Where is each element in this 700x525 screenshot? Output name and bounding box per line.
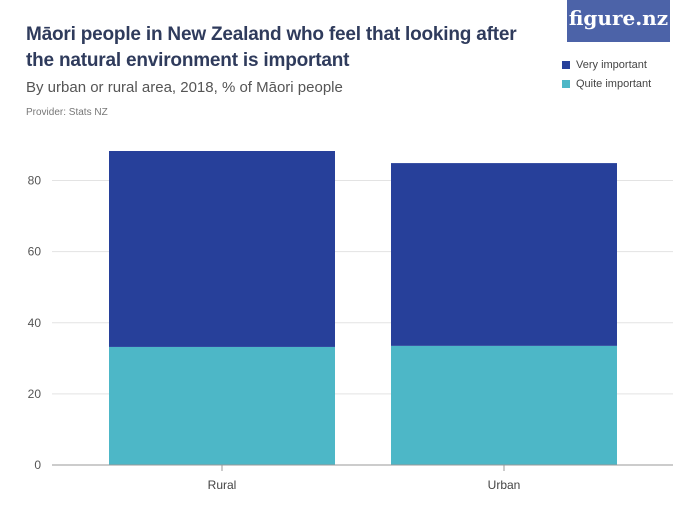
bar-urban-quite-important[interactable] — [391, 345, 617, 465]
figure-nz-logo[interactable]: figure.nz — [567, 0, 670, 42]
legend-swatch-very-important — [562, 60, 570, 69]
bar-urban-very-important[interactable] — [391, 163, 617, 346]
legend-swatch-quite-important — [562, 79, 570, 88]
legend-label-quite-important: Quite important — [576, 77, 652, 90]
chart-subtitle: By urban or rural area, 2018, % of Māori… — [26, 79, 343, 96]
y-tick-label-20: 20 — [28, 387, 42, 401]
data-provider: Provider: Stats NZ — [26, 107, 108, 118]
y-tick-label-40: 40 — [28, 316, 42, 330]
y-tick-label-60: 60 — [28, 245, 42, 259]
x-tick-label-urban: Urban — [488, 478, 521, 492]
y-tick-label-80: 80 — [28, 174, 42, 188]
legend-item-very-important: Very important — [562, 55, 651, 74]
bar-rural-very-important[interactable] — [109, 151, 335, 347]
legend-label-very-important: Very important — [576, 58, 647, 71]
x-tick-label-rural: Rural — [208, 478, 237, 492]
legend-item-quite-important: Quite important — [562, 74, 651, 93]
chart-legend: Very important Quite important — [562, 55, 651, 93]
logo-text: figure.nz — [568, 6, 669, 30]
chart-title: Māori people in New Zealand who feel tha… — [26, 24, 517, 71]
y-tick-label-0: 0 — [34, 458, 41, 472]
bar-rural-quite-important[interactable] — [109, 346, 335, 465]
